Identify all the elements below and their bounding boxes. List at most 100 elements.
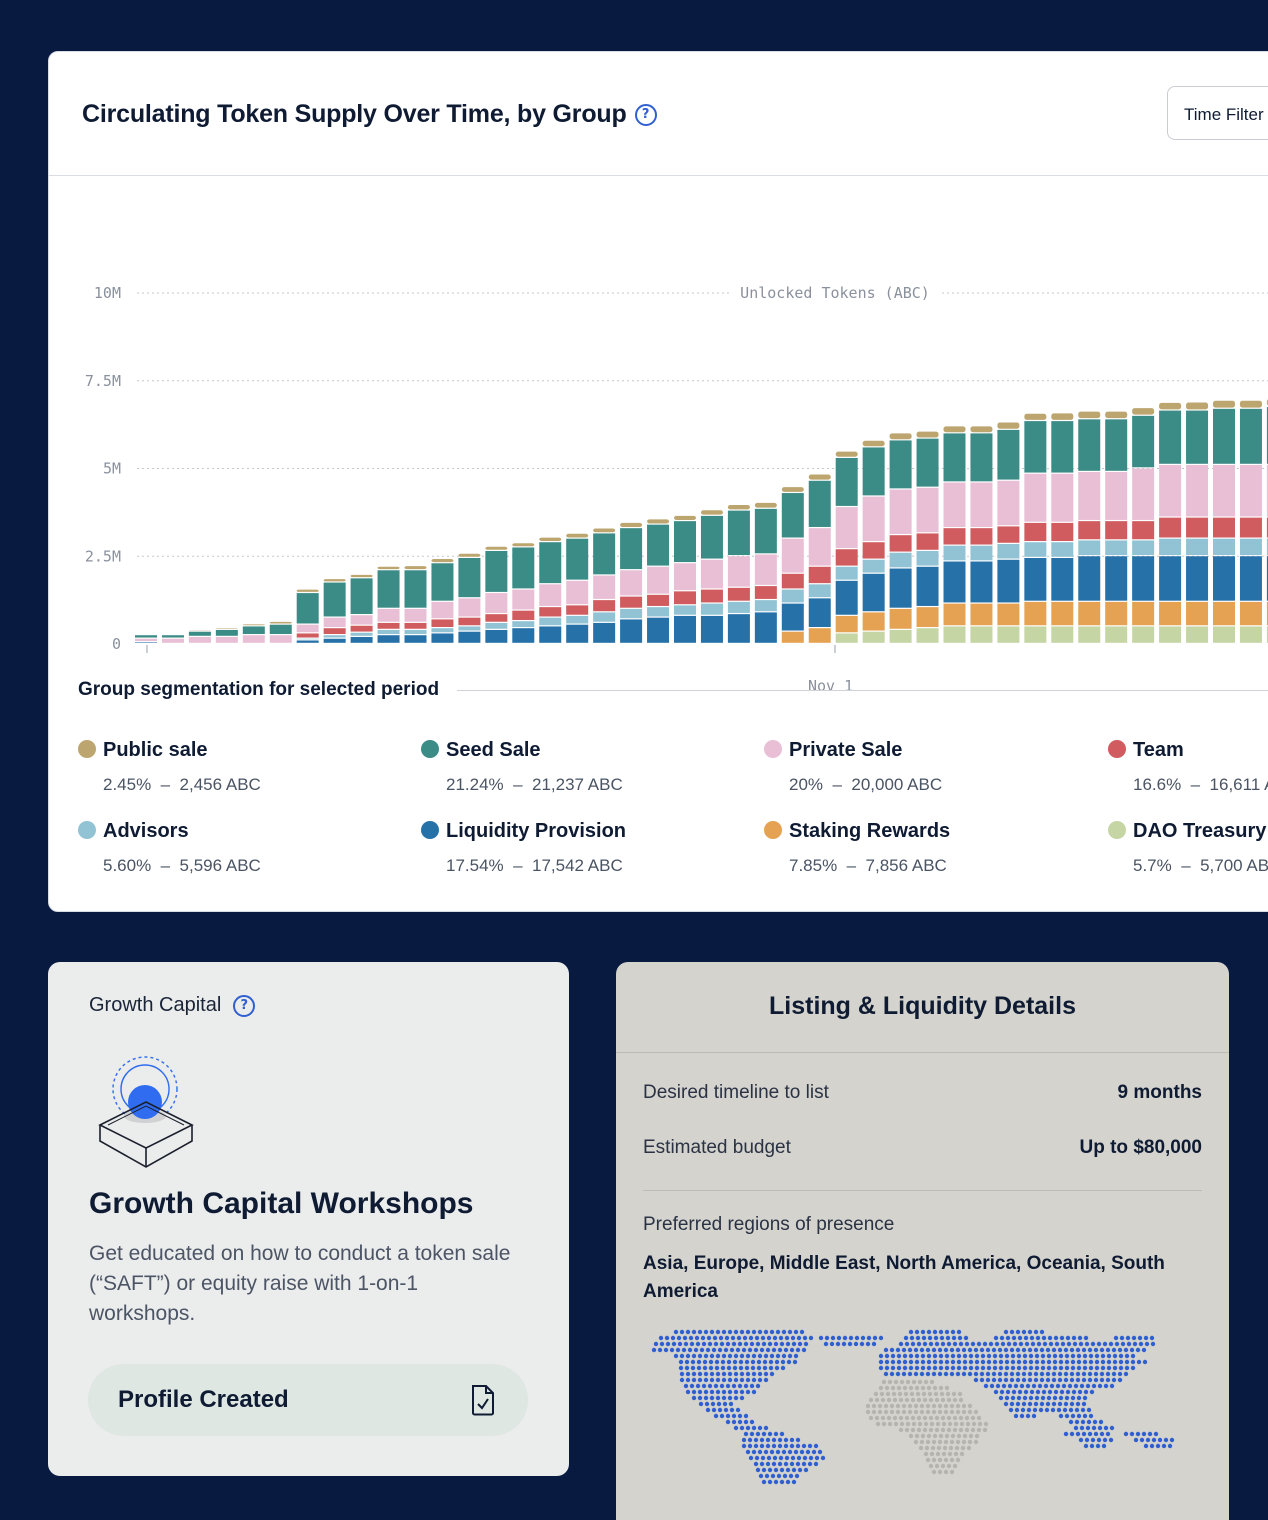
map-dot bbox=[943, 1457, 949, 1463]
map-dot bbox=[1016, 1395, 1022, 1401]
map-dot bbox=[976, 1415, 982, 1421]
map-dot bbox=[741, 1443, 747, 1449]
map-dot bbox=[773, 1431, 779, 1437]
map-dot bbox=[774, 1365, 780, 1371]
map-dot bbox=[1088, 1365, 1094, 1371]
map-dot bbox=[1007, 1383, 1013, 1389]
map-dot bbox=[1143, 1335, 1149, 1341]
map-dot bbox=[959, 1421, 965, 1427]
map-dot bbox=[1079, 1425, 1085, 1431]
map-dot bbox=[958, 1427, 964, 1433]
map-dot bbox=[1088, 1359, 1094, 1365]
map-dot bbox=[731, 1341, 737, 1347]
map-dot bbox=[924, 1445, 930, 1451]
bar-segment bbox=[862, 542, 885, 559]
map-dot bbox=[688, 1335, 694, 1341]
map-dot bbox=[725, 1383, 731, 1389]
map-dot bbox=[1058, 1395, 1064, 1401]
map-dot bbox=[880, 1415, 886, 1421]
map-dot bbox=[962, 1365, 968, 1371]
map-dot bbox=[708, 1365, 714, 1371]
map-dot bbox=[865, 1403, 871, 1409]
map-dot bbox=[771, 1443, 777, 1449]
bar-segment bbox=[1186, 464, 1209, 517]
map-dot bbox=[896, 1359, 902, 1365]
map-dot bbox=[777, 1443, 783, 1449]
map-dot bbox=[691, 1389, 697, 1395]
map-dot bbox=[950, 1365, 956, 1371]
bar-segment bbox=[862, 573, 885, 612]
map-dot bbox=[923, 1379, 929, 1385]
map-dot bbox=[878, 1385, 884, 1391]
map-dot bbox=[933, 1335, 939, 1341]
map-dot bbox=[931, 1403, 937, 1409]
map-dot bbox=[691, 1377, 697, 1383]
map-dot bbox=[1074, 1407, 1080, 1413]
map-dot bbox=[1015, 1377, 1021, 1383]
bar-segment bbox=[350, 636, 373, 643]
map-dot bbox=[946, 1397, 952, 1403]
legend-value: 5.60% – 5,596 ABC bbox=[103, 856, 261, 875]
map-dot bbox=[701, 1383, 707, 1389]
map-dot bbox=[1061, 1383, 1067, 1389]
time-filter-button[interactable]: Time Filter bbox=[1167, 86, 1268, 140]
map-dot bbox=[749, 1383, 755, 1389]
map-dot bbox=[725, 1413, 731, 1419]
map-dot bbox=[1022, 1353, 1028, 1359]
map-dot bbox=[1117, 1377, 1123, 1383]
map-dot bbox=[1033, 1401, 1039, 1407]
bar-segment bbox=[754, 508, 777, 554]
map-dot bbox=[925, 1371, 931, 1377]
map-dot bbox=[1005, 1335, 1011, 1341]
map-dot bbox=[1108, 1437, 1114, 1443]
map-dot bbox=[769, 1449, 775, 1455]
profile-created-button[interactable]: Profile Created bbox=[88, 1364, 528, 1436]
map-dot bbox=[998, 1359, 1004, 1365]
map-dot bbox=[887, 1421, 893, 1427]
help-icon[interactable]: ? bbox=[634, 104, 657, 127]
map-dot bbox=[1040, 1365, 1046, 1371]
bar-segment bbox=[997, 429, 1020, 480]
listing-divider bbox=[616, 1052, 1229, 1053]
map-dot bbox=[779, 1479, 785, 1485]
map-dot bbox=[823, 1341, 829, 1347]
bar-segment bbox=[1024, 558, 1047, 601]
map-dot bbox=[973, 1371, 979, 1377]
bar-segment bbox=[566, 605, 589, 615]
map-dot bbox=[1005, 1389, 1011, 1395]
map-dot bbox=[1130, 1353, 1136, 1359]
bar-segment bbox=[1266, 407, 1268, 464]
map-dot bbox=[895, 1403, 901, 1409]
map-dot bbox=[932, 1365, 938, 1371]
map-dot bbox=[757, 1329, 763, 1335]
bar-segment bbox=[1078, 556, 1101, 601]
map-dot bbox=[729, 1347, 735, 1353]
bar-segment bbox=[1051, 473, 1074, 522]
bar-segment bbox=[458, 553, 481, 557]
map-dot bbox=[775, 1353, 781, 1359]
bar-segment bbox=[1051, 421, 1074, 473]
map-dot bbox=[691, 1353, 697, 1359]
map-dot bbox=[1075, 1431, 1081, 1437]
map-dot bbox=[691, 1329, 697, 1335]
bar-segment bbox=[1213, 400, 1235, 408]
map-dot bbox=[922, 1397, 928, 1403]
help-icon[interactable]: ? bbox=[233, 994, 256, 1017]
map-dot bbox=[745, 1389, 751, 1395]
bar-segment bbox=[1239, 626, 1262, 643]
map-dot bbox=[796, 1455, 802, 1461]
legend-name: Liquidity Provision bbox=[446, 820, 627, 842]
bar-segment bbox=[296, 633, 319, 638]
workshop-illustration-icon bbox=[98, 1056, 194, 1168]
map-dot bbox=[1027, 1377, 1033, 1383]
map-dot bbox=[799, 1329, 805, 1335]
map-dot bbox=[1169, 1437, 1175, 1443]
map-dot bbox=[1051, 1377, 1057, 1383]
map-dot bbox=[949, 1439, 955, 1445]
map-dot bbox=[914, 1329, 920, 1335]
map-dot bbox=[1080, 1419, 1086, 1425]
map-dot bbox=[1099, 1347, 1105, 1353]
bar-segment bbox=[781, 493, 804, 538]
bar-segment bbox=[296, 589, 319, 592]
map-dot bbox=[678, 1365, 684, 1371]
